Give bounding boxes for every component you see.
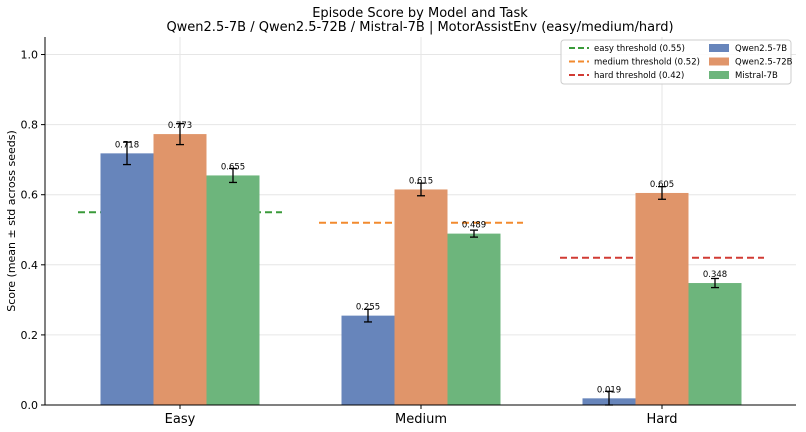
y-tick-label: 0.8 <box>21 119 39 132</box>
bar <box>341 315 395 405</box>
data-label: 0.348 <box>703 270 727 280</box>
bar <box>635 192 689 405</box>
x-tick-label: Medium <box>395 412 447 427</box>
bar <box>100 153 154 405</box>
bars: 0.718 0.255 0.019 0.773 0.615 0.605 0.655 0.489… <box>100 121 742 406</box>
bar <box>394 189 448 405</box>
bar <box>206 175 260 405</box>
bar <box>153 134 207 405</box>
y-tick-label: 1.0 <box>21 49 39 62</box>
y-tick-label: 0.4 <box>21 259 39 272</box>
data-label: 0.718 <box>115 140 139 150</box>
data-label: 0.605 <box>650 180 674 190</box>
y-tick-label: 0.0 <box>21 399 39 412</box>
data-label: 0.489 <box>462 221 486 231</box>
legend-bar-swatch <box>709 71 729 79</box>
legend-entry: Qwen2.5-7B <box>735 44 787 54</box>
legend-bar-swatch <box>709 44 729 52</box>
y-tick-label: 0.6 <box>21 189 39 202</box>
legend: easy threshold (0.55) medium threshold (0… <box>560 39 793 85</box>
legend-entry: Qwen2.5-72B <box>735 58 793 68</box>
x-tick-label: Easy <box>165 412 196 427</box>
axes: 0.0 0.2 0.4 0.6 0.8 1.0 Easy Medium Hard <box>21 37 796 427</box>
legend-entry: Mistral-7B <box>735 71 778 81</box>
data-label: 0.019 <box>597 385 621 395</box>
legend-entry: medium threshold (0.52) <box>594 58 700 68</box>
y-tick-label: 0.2 <box>21 329 39 342</box>
legend-entry: hard threshold (0.42) <box>594 71 684 81</box>
data-label: 0.615 <box>409 176 433 186</box>
legend-box <box>560 39 792 85</box>
data-label: 0.773 <box>168 121 192 131</box>
x-tick-label: Hard <box>646 412 677 427</box>
chart-subtitle: Qwen2.5-7B / Qwen2.5-72B / Mistral-7B | … <box>166 20 673 35</box>
legend-bar-swatch <box>709 57 729 66</box>
data-label: 0.655 <box>221 162 245 172</box>
chart-title: Episode Score by Model and Task <box>312 6 528 21</box>
bar <box>447 233 501 405</box>
legend-entry: easy threshold (0.55) <box>594 44 685 54</box>
bar <box>688 283 742 405</box>
data-label: 0.255 <box>356 303 380 313</box>
y-axis-label: Score (mean ± std across seeds) <box>5 130 18 312</box>
